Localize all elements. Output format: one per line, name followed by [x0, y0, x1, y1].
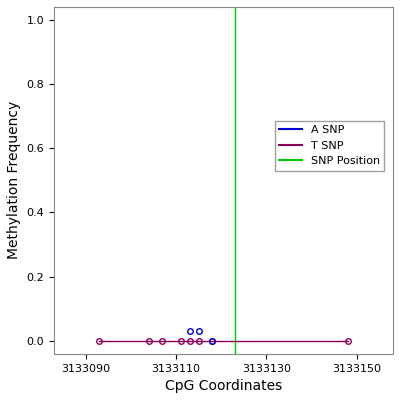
Y-axis label: Methylation Frequency: Methylation Frequency [7, 101, 21, 260]
Legend: A SNP, T SNP, SNP Position: A SNP, T SNP, SNP Position [275, 121, 384, 171]
X-axis label: CpG Coordinates: CpG Coordinates [165, 379, 282, 393]
